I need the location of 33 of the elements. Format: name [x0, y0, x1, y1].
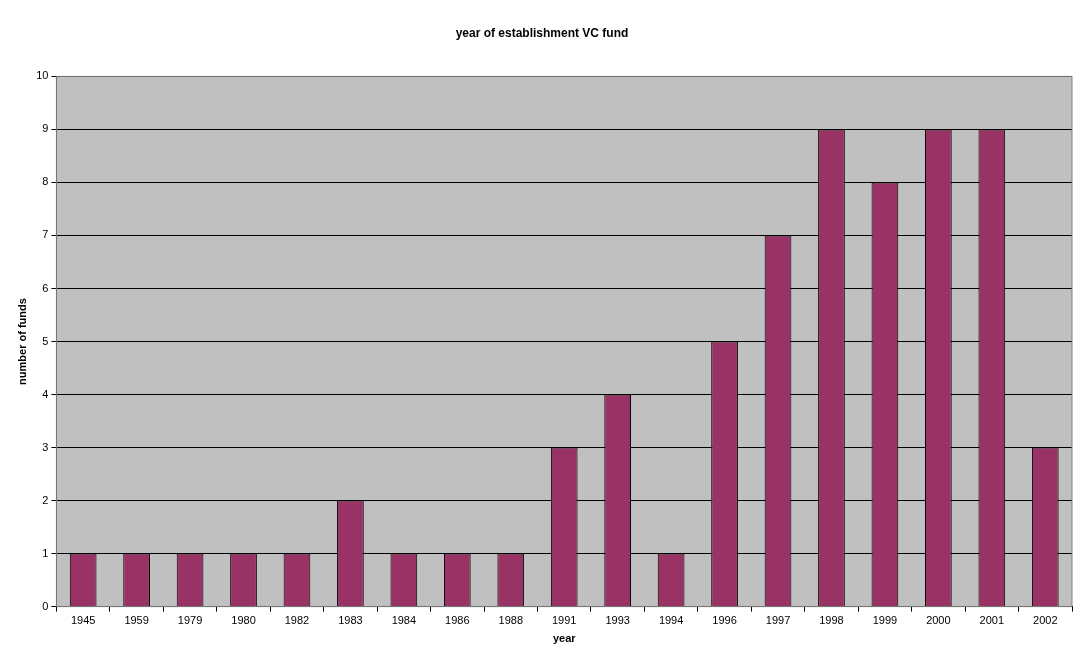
x-tick-label: 2000: [926, 614, 951, 627]
y-axis-title: number of funds: [15, 298, 28, 385]
y-tick-label: 7: [42, 228, 49, 241]
y-tick-label: 4: [42, 387, 49, 400]
y-tick-label: 1: [42, 546, 49, 559]
x-tick-label: 1986: [445, 614, 470, 627]
x-tick-label: 1997: [765, 614, 791, 627]
y-tick-label: 8: [42, 175, 49, 188]
x-tick-label: 1959: [124, 614, 149, 627]
x-tick-label: 1979: [177, 614, 203, 627]
chart-title: year of establishment VC fund: [455, 25, 629, 40]
y-tick-label: 5: [42, 334, 49, 347]
y-tick-label: 0: [42, 599, 49, 612]
x-tick-label: 1980: [231, 614, 256, 627]
x-tick-label: 1983: [338, 614, 363, 627]
x-tick-label: 1996: [712, 614, 737, 627]
x-tick-label: 1945: [70, 614, 96, 627]
x-tick-label: 1988: [498, 614, 524, 627]
x-tick-label: 2001: [979, 614, 1005, 627]
y-tick-label: 6: [42, 281, 49, 294]
x-tick-label: 1984: [391, 614, 417, 627]
x-axis-title: year: [552, 632, 577, 645]
y-tick-label: 10: [36, 69, 49, 82]
x-tick-label: 1998: [819, 614, 844, 627]
x-tick-label: 1993: [605, 614, 630, 627]
x-tick-label: 1982: [284, 614, 310, 627]
x-tick-label: 2002: [1033, 614, 1058, 627]
x-tick-label: 1994: [658, 614, 684, 627]
y-tick-label: 9: [42, 122, 49, 135]
x-tick-label: 1999: [872, 614, 898, 627]
y-tick-label: 2: [42, 493, 49, 506]
y-tick-label: 3: [42, 440, 49, 453]
x-tick-label: 1991: [551, 614, 577, 627]
